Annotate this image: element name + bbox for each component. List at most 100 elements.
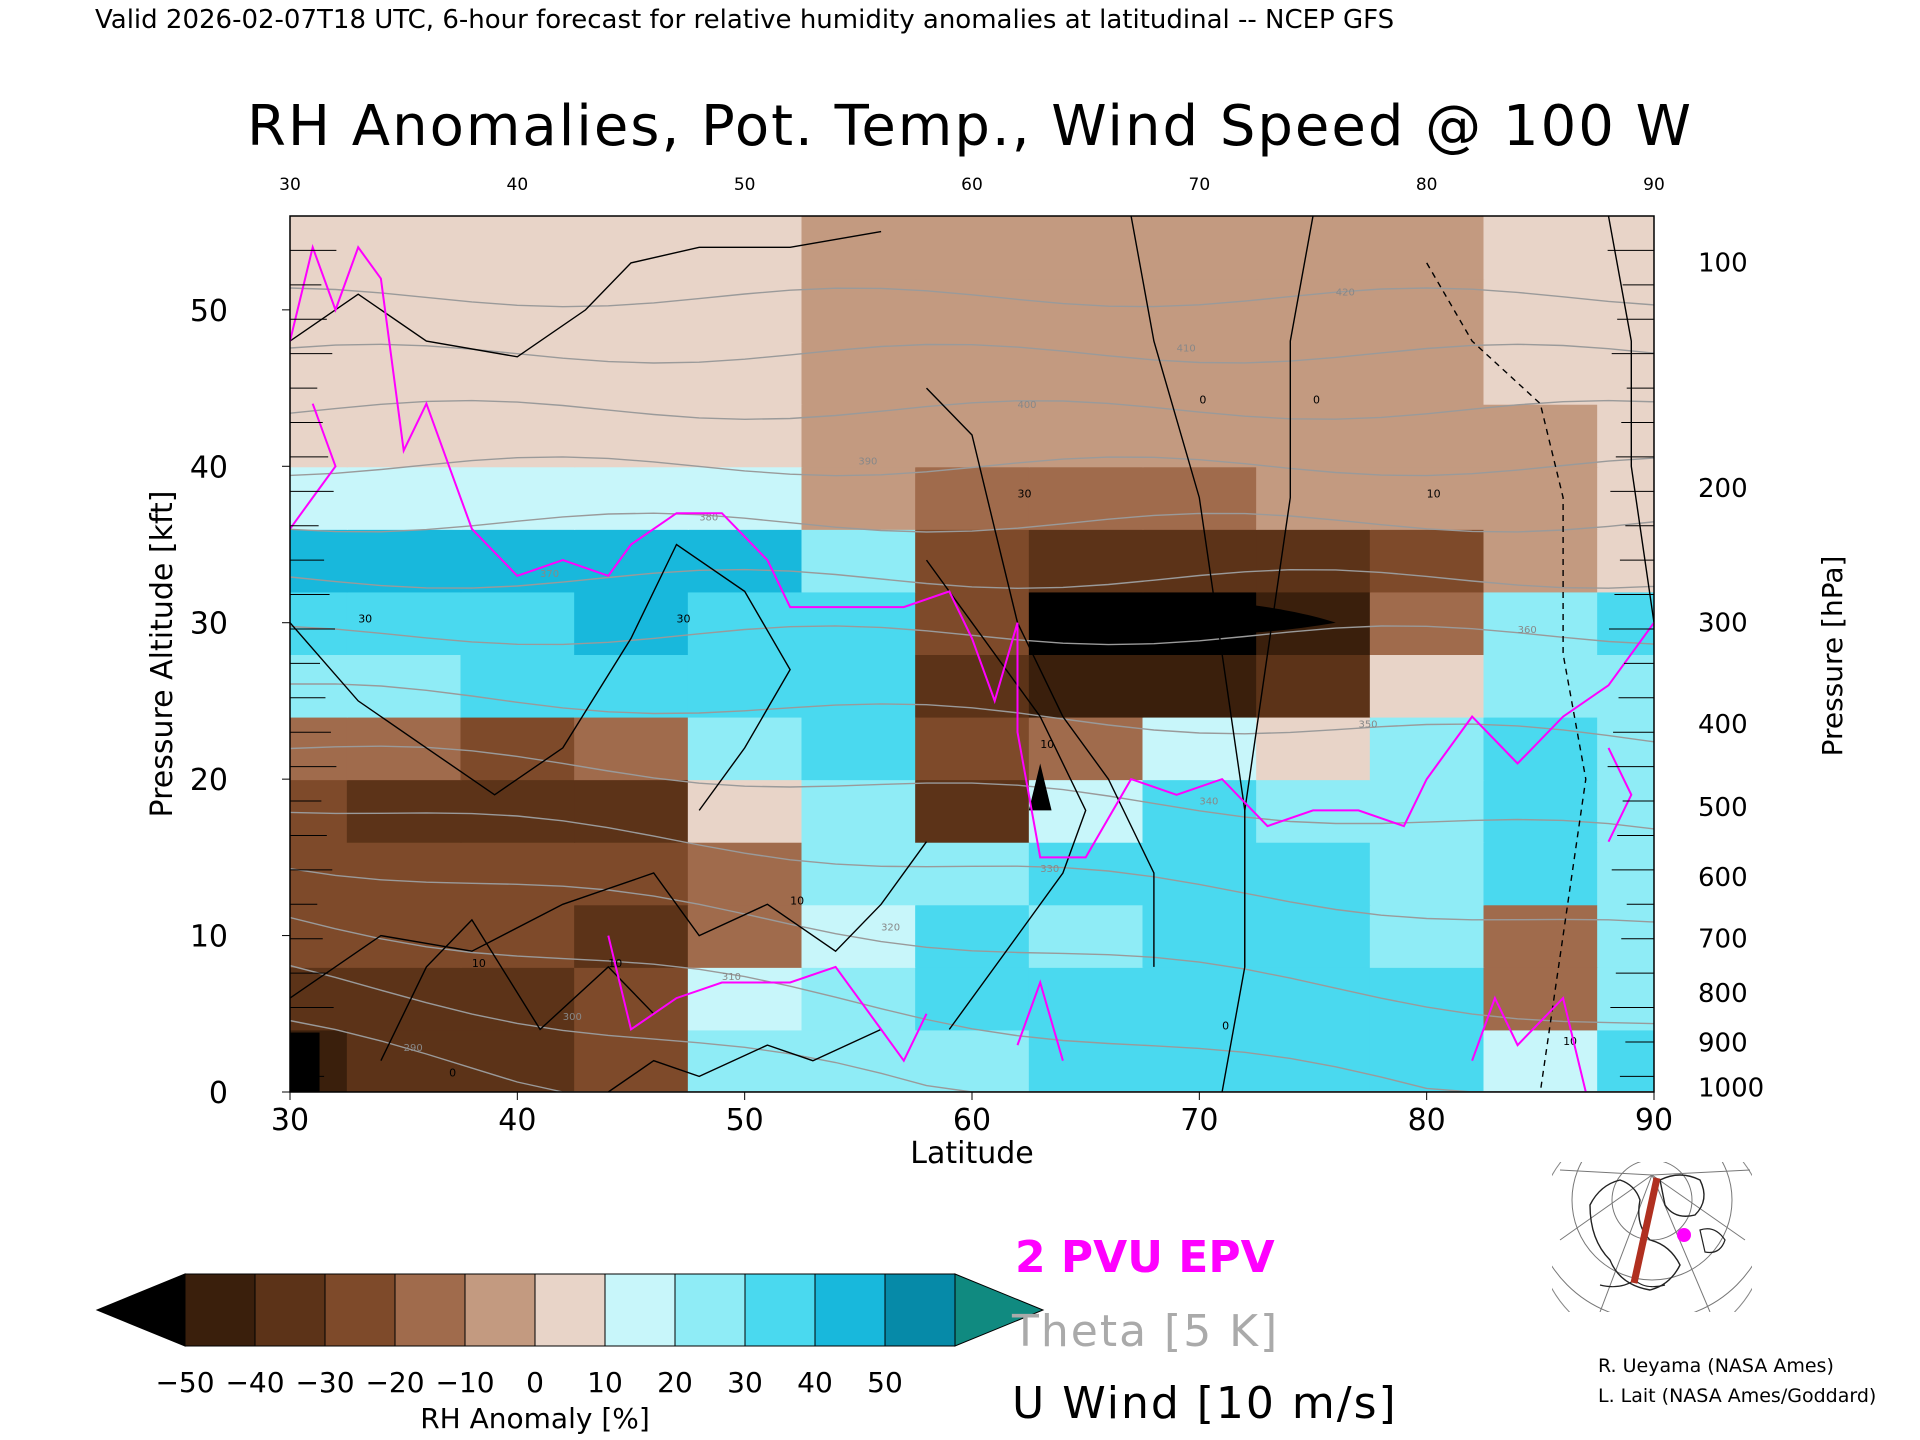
u-wind-label: 0: [1222, 1019, 1229, 1032]
theta-label: 290: [404, 1043, 423, 1054]
heatmap-cell: [801, 341, 917, 405]
heatmap-cell: [460, 341, 576, 405]
u-wind-contour: [925, 559, 1087, 1030]
colorbar-swatch: [744, 1273, 816, 1347]
heatmap-cell: [1597, 841, 1654, 906]
theta-label: 310: [722, 972, 741, 983]
heatmap-cell: [574, 716, 689, 781]
x-axis-top-ticks: 30 40 50 60 70 80 90: [279, 175, 1665, 195]
heatmap-cell: [801, 528, 917, 593]
theta-label: 410: [1177, 344, 1196, 355]
y-right-tick-label: 700: [1698, 924, 1748, 954]
heatmap-cell: [1142, 341, 1258, 405]
theta-contour: [290, 287, 1654, 308]
heatmap-cell: [460, 841, 576, 906]
y-right-tick-label: 300: [1698, 609, 1748, 639]
colorbar-swatch: [604, 1273, 676, 1347]
theta-label: 300: [563, 1012, 582, 1023]
heatmap-cell: [1028, 466, 1144, 530]
legend-theta: Theta [5 K]: [1011, 1306, 1279, 1357]
heatmap-cell: [346, 966, 462, 1031]
x-tick-label: 60: [953, 1103, 991, 1138]
heatmap-cell: [290, 466, 348, 530]
heatmap-cell: [574, 591, 689, 655]
heatmap-cell: [574, 779, 689, 843]
heatmap-cell: [290, 654, 348, 718]
heatmap-cell: [687, 466, 803, 530]
epv-contour: [290, 243, 1654, 859]
y-right-tick-label: 900: [1698, 1028, 1748, 1058]
heatmap-cell: [574, 216, 689, 280]
heatmap-cell: [1256, 841, 1371, 906]
heatmap-cell: [460, 466, 576, 530]
heatmap-cell: [915, 466, 1030, 530]
heatmap-cell: [460, 716, 576, 781]
heatmap-cell: [801, 779, 917, 843]
colorbar-tick-label: −50: [155, 1366, 214, 1399]
u-wind-label: 10: [790, 894, 804, 907]
colorbar-tick-label: 20: [657, 1366, 693, 1399]
epv-contour: [1016, 979, 1064, 1061]
heatmap-cell: [1142, 216, 1258, 280]
y-right-ticks: 1000 900 800 700 600 500 400 300 200 100: [1698, 249, 1764, 1104]
credit-line-2: L. Lait (NASA Ames/Goddard): [1598, 1385, 1876, 1407]
y-right-tick-label: 800: [1698, 979, 1748, 1009]
pressure-level-marks: [290, 249, 1654, 1077]
theta-label: 320: [881, 923, 900, 934]
heatmap-cell: [801, 841, 917, 906]
colorbar-tick-label: 30: [727, 1366, 763, 1399]
heatmap-cell: [1597, 466, 1654, 530]
heatmap-cell: [1369, 904, 1485, 968]
heatmap-cell: [915, 904, 1030, 968]
y-left-tick-label: 50: [190, 294, 228, 329]
x-top-tick-label: 80: [1416, 175, 1438, 195]
y-left-tick-label: 10: [190, 920, 228, 955]
colorbar-swatch: [394, 1273, 466, 1347]
heatmap-cell: [460, 654, 576, 718]
heatmap-cell: [1142, 1029, 1258, 1092]
heatmap-cell: [915, 1029, 1030, 1092]
heatmap-cell: [1142, 528, 1258, 593]
heatmap-cell: [574, 904, 689, 968]
heatmap-cell: [460, 779, 576, 843]
heatmap-cell: [1256, 403, 1371, 468]
theta-label: 360: [1518, 625, 1537, 636]
heatmap-cell: [1256, 216, 1371, 280]
heatmap-cell: [460, 216, 576, 280]
heatmap-cell: [1597, 591, 1654, 655]
x-tick-label: 80: [1408, 1103, 1446, 1138]
heatmap-cell: [1256, 278, 1371, 343]
heatmap-cell: [687, 779, 803, 843]
u-wind-contour: [290, 230, 882, 358]
colorbar-swatch: [324, 1273, 396, 1347]
map-inset-marker: [1677, 1228, 1691, 1242]
heatmap-cell: [687, 591, 803, 655]
heatmap-cell: [801, 216, 917, 280]
heatmap-cell: [1369, 966, 1485, 1031]
u-wind-label: 0: [1199, 394, 1206, 407]
x-axis-label: Latitude: [910, 1136, 1033, 1171]
x-tick-label: 30: [271, 1103, 309, 1138]
u-wind-contour: [380, 918, 655, 1062]
colorbar-over-triangle: [954, 1273, 1045, 1347]
u-wind-contour: [1426, 262, 1587, 1092]
heatmap-cell: [574, 466, 689, 530]
theta-label: 340: [1199, 796, 1218, 807]
u-wind-contour: [290, 543, 791, 811]
heatmap-cell: [346, 403, 462, 468]
heatmap-cell: [1369, 591, 1485, 655]
y-left-tick-label: 0: [209, 1076, 228, 1111]
heatmap-cell: [1369, 779, 1485, 843]
heatmap-cell: [1028, 341, 1144, 405]
heatmap-cell: [801, 591, 917, 655]
heatmap-cell: [915, 779, 1030, 843]
x-top-tick-label: 50: [734, 175, 756, 195]
heatmap-cell: [346, 528, 462, 593]
heatmap-cell: [1483, 654, 1599, 718]
y-right-tick-label: 100: [1698, 249, 1748, 279]
heatmap-cell: [460, 528, 576, 593]
colorbar-under-triangle: [95, 1273, 186, 1347]
credit-line-1: R. Ueyama (NASA Ames): [1598, 1355, 1834, 1377]
legend-uwind: U Wind [10 m/s]: [1012, 1378, 1398, 1429]
